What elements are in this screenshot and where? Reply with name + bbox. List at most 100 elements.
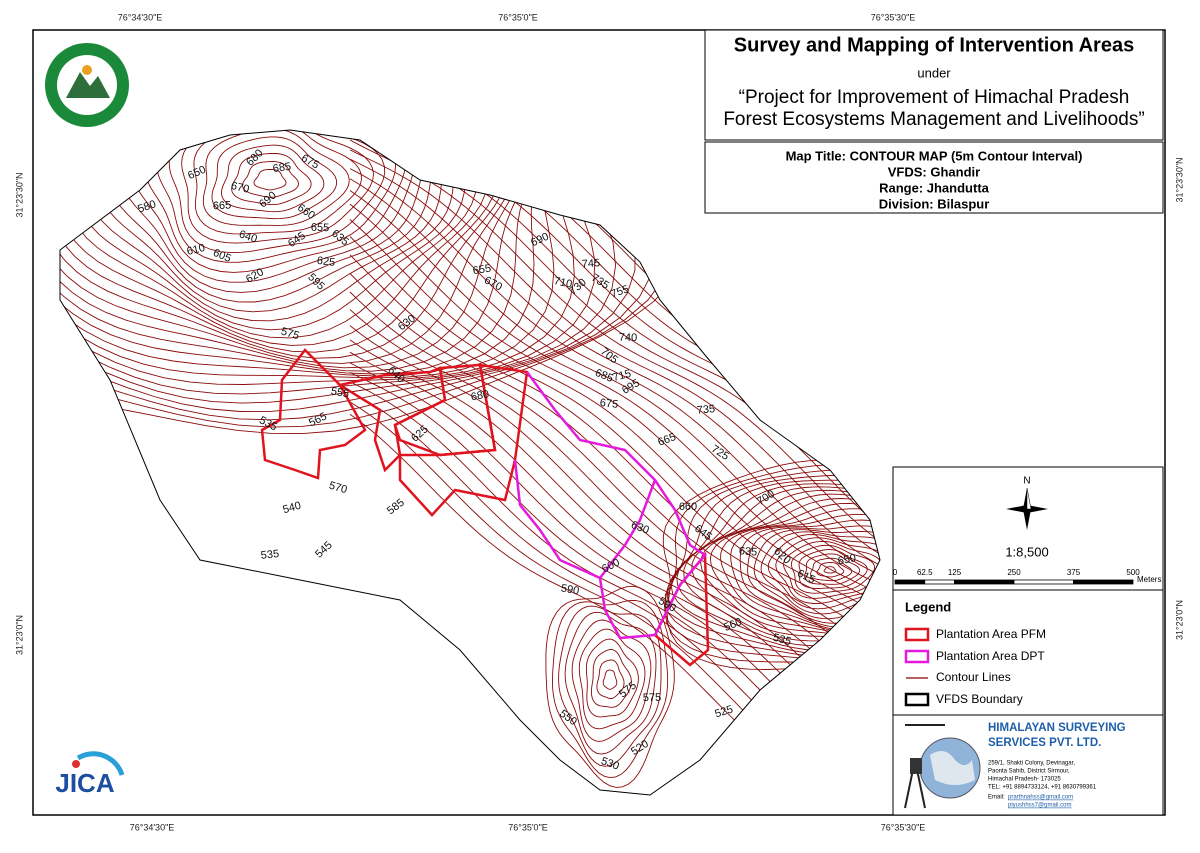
company-name: HIMALAYAN SURVEYING <box>988 722 1126 734</box>
contour-line <box>242 161 299 198</box>
contour-line <box>60 130 520 364</box>
scale-ratio: 1:8,500 <box>1005 544 1048 559</box>
contour-line <box>602 669 618 690</box>
contour-label: 625 <box>316 255 336 269</box>
contour-line <box>775 537 880 604</box>
contour-line <box>700 498 880 638</box>
legend-item: Plantation Area PFM <box>936 627 1046 641</box>
contour-line <box>596 659 625 699</box>
contour-line <box>168 130 386 254</box>
scale-segment <box>894 579 926 585</box>
contour-line <box>558 605 662 767</box>
scale-tick-label: 125 <box>948 568 962 577</box>
contour-line <box>683 489 880 642</box>
contour-line <box>564 611 657 755</box>
contour-label: 610 <box>186 242 207 258</box>
contour-line <box>590 649 632 708</box>
jica-logo: JICA <box>55 751 125 798</box>
contour-line <box>193 130 362 235</box>
contour-line <box>767 534 880 610</box>
pfm-area <box>260 348 367 480</box>
company-name: SERVICES PVT. LTD. <box>988 737 1101 749</box>
contour-line <box>231 152 312 206</box>
contour-label: 715 <box>612 368 633 384</box>
jica-text: JICA <box>55 768 114 798</box>
legend-swatch <box>904 692 930 707</box>
scale-segment <box>1073 579 1134 585</box>
contour-line <box>349 254 880 664</box>
lon-label: 76°34'30"E <box>130 822 175 832</box>
contour-line <box>60 130 674 428</box>
legend-item: Contour Lines <box>936 670 1011 684</box>
contour-label: 535 <box>260 548 280 562</box>
contour-label: 635 <box>738 545 757 559</box>
north-label: N <box>1023 476 1030 487</box>
company-address: TEL: +91 8894733124, +91 8630799361 <box>988 785 1097 791</box>
legend-swatch <box>904 627 930 642</box>
title-box <box>704 29 1164 141</box>
scale-unit: Meters <box>1137 575 1161 584</box>
company-address: Paonta Sahib, District Sirmour, <box>988 769 1070 775</box>
map-title: Map Title: CONTOUR MAP (5m Contour Inter… <box>786 148 1083 163</box>
contour-label: 575 <box>279 325 300 342</box>
scale-tick-label: 500 <box>1126 568 1140 577</box>
lon-label: 76°34'30"E <box>118 12 163 22</box>
contour-label: 710 <box>553 275 573 291</box>
scale-tick-label: 250 <box>1007 568 1021 577</box>
range: Range: Jhandutta <box>879 180 990 195</box>
contour-line <box>60 130 555 379</box>
email: prarthnahss@gmail.com <box>1008 795 1073 801</box>
contour-line <box>720 508 880 635</box>
forest-logo <box>45 43 129 127</box>
lat-label: 31°23'30"N <box>1174 157 1184 202</box>
vfds: VFDS: Ghandir <box>888 164 980 179</box>
contour-line <box>804 553 861 585</box>
contour-line <box>349 158 880 577</box>
contour-line <box>585 638 639 718</box>
contour-line <box>349 291 880 702</box>
contour-line <box>349 190 880 606</box>
contour-line <box>60 130 656 421</box>
contour-label: 525 <box>713 703 734 720</box>
under: under <box>917 65 951 80</box>
company-logo <box>904 724 981 809</box>
contour-label: 660 <box>679 501 697 513</box>
dpt-area <box>513 371 707 640</box>
contour-label: 655 <box>311 222 330 235</box>
contour-line <box>60 130 511 359</box>
contour-line <box>60 130 575 385</box>
contour-line <box>662 459 880 670</box>
contour-label: 755 <box>609 283 630 301</box>
contour-label: 590 <box>560 582 580 597</box>
company-address: 259/1, Shakti Colony, Devinagar, <box>988 761 1075 767</box>
contour-line <box>823 566 837 574</box>
scale-bar: 0 62.5 125 250 375 500 <box>893 568 1140 585</box>
contour-line <box>709 502 880 637</box>
project-line: Forest Ecosystems Management and Livelih… <box>723 109 1144 130</box>
scale-tick-label: 0 <box>893 568 898 577</box>
contour-line <box>156 130 397 263</box>
contour-line <box>220 144 325 213</box>
contour-line <box>552 599 669 779</box>
legend-box <box>892 589 1164 716</box>
contour-line <box>790 544 876 594</box>
contour-label: 580 <box>136 198 157 215</box>
lon-label: 76°35'0"E <box>498 12 538 22</box>
contour-line <box>349 236 880 647</box>
contour-line <box>670 483 880 651</box>
contour-label: 540 <box>281 500 302 517</box>
contour-label: 640 <box>237 228 258 245</box>
contour-label: 675 <box>599 397 619 411</box>
lon-label: 76°35'0"E <box>508 822 548 832</box>
contour-line <box>60 130 489 346</box>
legend-item: Plantation Area DPT <box>936 649 1045 663</box>
contour-line <box>60 130 542 375</box>
scale-tick-label: 375 <box>1067 568 1081 577</box>
contour-line <box>349 219 880 631</box>
scale-box <box>892 466 1164 591</box>
contour-label: 650 <box>837 552 857 567</box>
map-info-box <box>704 141 1164 214</box>
legend-swatch <box>904 649 930 664</box>
lat-label: 31°23'0"N <box>14 615 24 655</box>
contour-line <box>571 619 652 742</box>
